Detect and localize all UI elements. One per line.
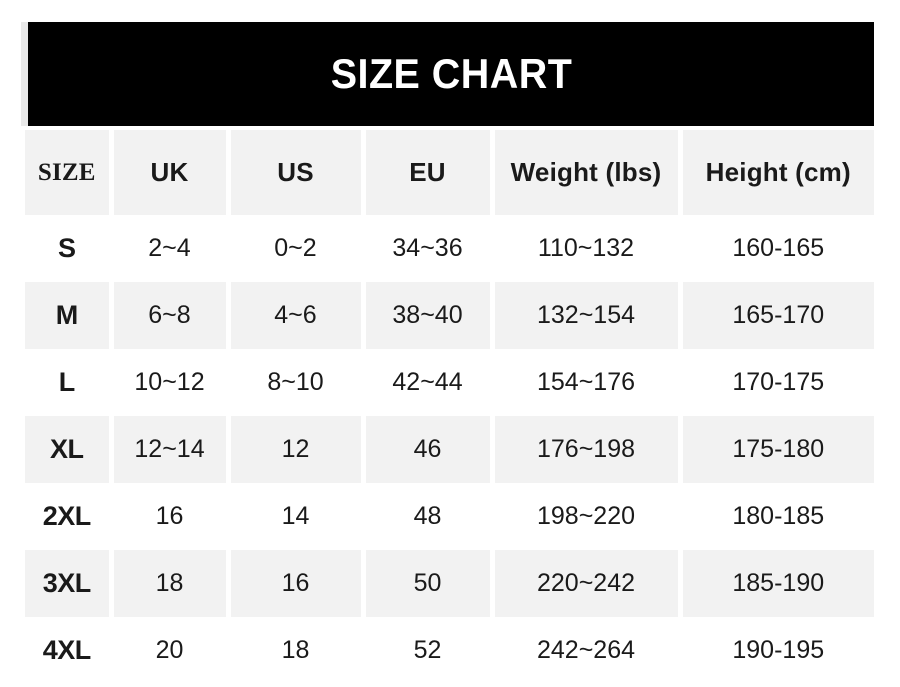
cell-eu: 52 — [360, 617, 495, 684]
cell-us: 0~2 — [225, 215, 366, 282]
cell-weight: 154~176 — [489, 349, 683, 416]
cell-us: 8~10 — [225, 349, 366, 416]
cell-eu: 38~40 — [360, 282, 495, 349]
cell-uk: 16 — [108, 483, 231, 550]
cell-height: 180-185 — [677, 483, 874, 550]
cell-height: 185-190 — [677, 550, 874, 617]
table-row: S 2~4 0~2 34~36 110~132 160-165 — [25, 215, 874, 282]
cell-us: 14 — [225, 483, 366, 550]
cell-height: 160-165 — [677, 215, 874, 282]
cell-height: 165-170 — [677, 282, 874, 349]
cell-eu: 50 — [360, 550, 495, 617]
cell-size: L — [25, 349, 114, 416]
cell-eu: 46 — [360, 416, 495, 483]
cell-height: 190-195 — [677, 617, 874, 684]
cell-height: 175-180 — [677, 416, 874, 483]
cell-uk: 18 — [108, 550, 231, 617]
cell-eu: 34~36 — [360, 215, 495, 282]
column-header-size: SIZE — [25, 130, 114, 215]
column-header-us: US — [225, 130, 366, 215]
cell-weight: 198~220 — [489, 483, 683, 550]
cell-size: M — [25, 282, 114, 349]
cell-weight: 110~132 — [489, 215, 683, 282]
cell-uk: 6~8 — [108, 282, 231, 349]
page-title: SIZE CHART — [330, 50, 572, 97]
cell-us: 4~6 — [225, 282, 366, 349]
cell-size: 4XL — [25, 617, 114, 684]
cell-size: S — [25, 215, 114, 282]
cell-weight: 176~198 — [489, 416, 683, 483]
size-chart-table: SIZE UK US EU Weight (lbs) Height (cm) S… — [25, 130, 874, 684]
cell-uk: 20 — [108, 617, 231, 684]
cell-size: 3XL — [25, 550, 114, 617]
cell-weight: 220~242 — [489, 550, 683, 617]
table-row: XL 12~14 12 46 176~198 175-180 — [25, 416, 874, 483]
banner-left-strip — [21, 22, 28, 126]
cell-eu: 42~44 — [360, 349, 495, 416]
table-header: SIZE UK US EU Weight (lbs) Height (cm) — [25, 130, 874, 215]
column-header-uk: UK — [108, 130, 231, 215]
table-row: M 6~8 4~6 38~40 132~154 165-170 — [25, 282, 874, 349]
size-chart-title-banner: SIZE CHART — [28, 22, 874, 126]
cell-uk: 10~12 — [108, 349, 231, 416]
cell-us: 16 — [225, 550, 366, 617]
cell-eu: 48 — [360, 483, 495, 550]
table-row: 4XL 20 18 52 242~264 190-195 — [25, 617, 874, 684]
cell-size: 2XL — [25, 483, 114, 550]
cell-size: XL — [25, 416, 114, 483]
table-header-row: SIZE UK US EU Weight (lbs) Height (cm) — [25, 130, 874, 215]
cell-us: 12 — [225, 416, 366, 483]
column-header-eu: EU — [360, 130, 495, 215]
column-header-weight: Weight (lbs) — [489, 130, 683, 215]
table-row: 3XL 18 16 50 220~242 185-190 — [25, 550, 874, 617]
cell-uk: 12~14 — [108, 416, 231, 483]
cell-us: 18 — [225, 617, 366, 684]
table-body: S 2~4 0~2 34~36 110~132 160-165 M 6~8 4~6 38~40 13… — [25, 215, 874, 684]
cell-weight: 242~264 — [489, 617, 683, 684]
table-row: 2XL 16 14 48 198~220 180-185 — [25, 483, 874, 550]
cell-weight: 132~154 — [489, 282, 683, 349]
cell-height: 170-175 — [677, 349, 874, 416]
cell-uk: 2~4 — [108, 215, 231, 282]
column-header-height: Height (cm) — [677, 130, 874, 215]
table-row: L 10~12 8~10 42~44 154~176 170-175 — [25, 349, 874, 416]
